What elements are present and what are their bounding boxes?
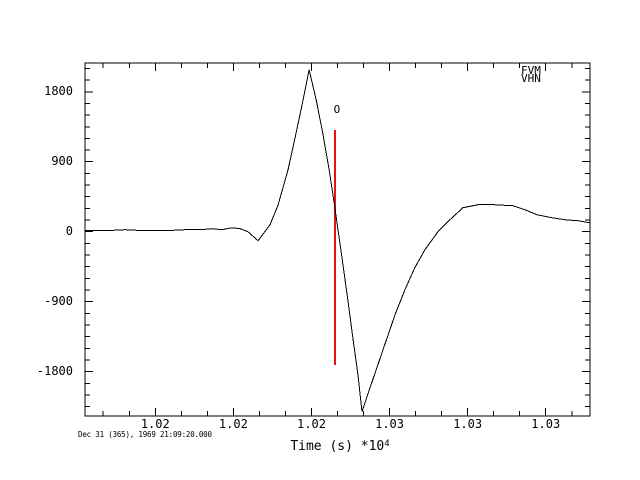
x-axis-title: Time (s) *104 xyxy=(290,439,389,454)
x-tick-label: 1.03 xyxy=(531,417,561,431)
y-tick-label: -900 xyxy=(44,293,73,308)
x-tick-label: 1.02 xyxy=(218,417,248,431)
channel-name-label: VHN xyxy=(521,72,541,85)
x-axis-title-text: Time (s) *10 xyxy=(290,439,385,454)
trace-id-legend: FVM VHN xyxy=(521,64,541,85)
x-tick-label: 1.03 xyxy=(375,417,404,431)
y-tick-label: 0 xyxy=(65,223,73,238)
origin-marker-label: O xyxy=(333,102,341,116)
y-tick-label: -1800 xyxy=(36,363,73,378)
x-tick-label: 1.02 xyxy=(297,417,326,431)
y-tick-label: 900 xyxy=(51,153,73,168)
x-tick-label: 1.03 xyxy=(453,417,483,431)
waveform-trace xyxy=(85,69,591,412)
trace-start-time-label: Dec 31 (365), 1969 21:09:20.000 xyxy=(78,430,212,439)
station-name-label: FVM xyxy=(521,64,541,77)
y-tick-label: 1800 xyxy=(44,83,73,98)
x-axis-title-exponent: 4 xyxy=(384,439,390,449)
x-tick-label: 1.02 xyxy=(140,417,170,431)
plot-frame xyxy=(84,62,591,417)
